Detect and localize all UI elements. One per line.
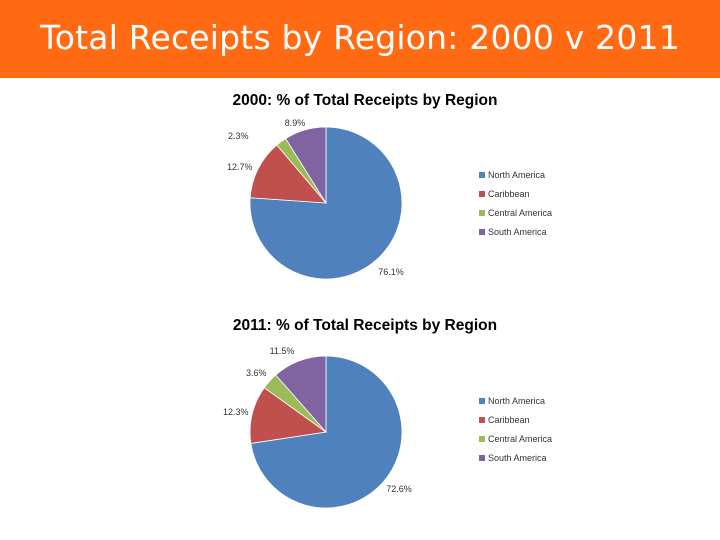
pie-chart-2000: 2000: % of Total Receipts by Region 76.1… [215,86,560,314]
legend-label-south-america: South America [488,227,547,237]
legend-swatch-caribbean [479,417,485,423]
legend-swatch-south-america [479,455,485,461]
data-label-central-america: 2.3% [228,131,249,141]
pie-slice-north-america [249,126,403,280]
legend-swatch-south-america [479,229,485,235]
data-label-south-america: 11.5% [270,346,295,356]
data-label-central-america: 3.6% [246,368,267,378]
pie-slices [249,355,403,509]
data-label-caribbean: 12.7% [227,162,253,172]
legend-swatch-central-america [479,210,485,216]
legend-label-north-america: North America [488,396,545,406]
legend-label-south-america: South America [488,453,547,463]
pie-chart-2000-svg: 2000: % of Total Receipts by Region 76.1… [227,92,552,280]
data-label-caribbean: 12.3% [223,407,249,417]
pie-slices [249,126,403,280]
pie-data-labels: 72.6% 12.3% 3.6% 11.5% [223,346,412,494]
legend-label-central-america: Central America [488,434,552,444]
chart-title: 2000: % of Total Receipts by Region [233,92,498,109]
pie-slice-caribbean [249,144,327,204]
data-label-south-america: 8.9% [285,118,306,128]
pie-slice-south-america [275,355,327,434]
chart-title: 2011: % of Total Receipts by Region [233,317,497,334]
chart-legend: North America Caribbean Central America Sou… [479,170,552,237]
chart-legend: North America Caribbean Central America Sou… [479,396,552,463]
legend-swatch-central-america [479,436,485,442]
pie-chart-2011: 2011: % of Total Receipts by Region 72.6… [215,312,560,540]
data-label-north-america: 72.6% [386,484,412,494]
legend-swatch-north-america [479,398,485,404]
legend-label-caribbean: Caribbean [488,189,530,199]
legend-label-caribbean: Caribbean [488,415,530,425]
pie-data-labels: 76.1% 12.7% 2.3% 8.9% [227,118,404,277]
data-label-north-america: 76.1% [378,267,404,277]
slide-title: Total Receipts by Region: 2000 v 2011 [40,18,680,57]
pie-slice-caribbean [249,387,328,444]
legend-swatch-caribbean [479,191,485,197]
legend-label-north-america: North America [488,170,545,180]
pie-slice-south-america [285,126,327,205]
legend-swatch-north-america [479,172,485,178]
slide-header: Total Receipts by Region: 2000 v 2011 [0,0,720,78]
legend-label-central-america: Central America [488,208,552,218]
pie-chart-2011-svg: 2011: % of Total Receipts by Region 72.6… [223,317,552,509]
